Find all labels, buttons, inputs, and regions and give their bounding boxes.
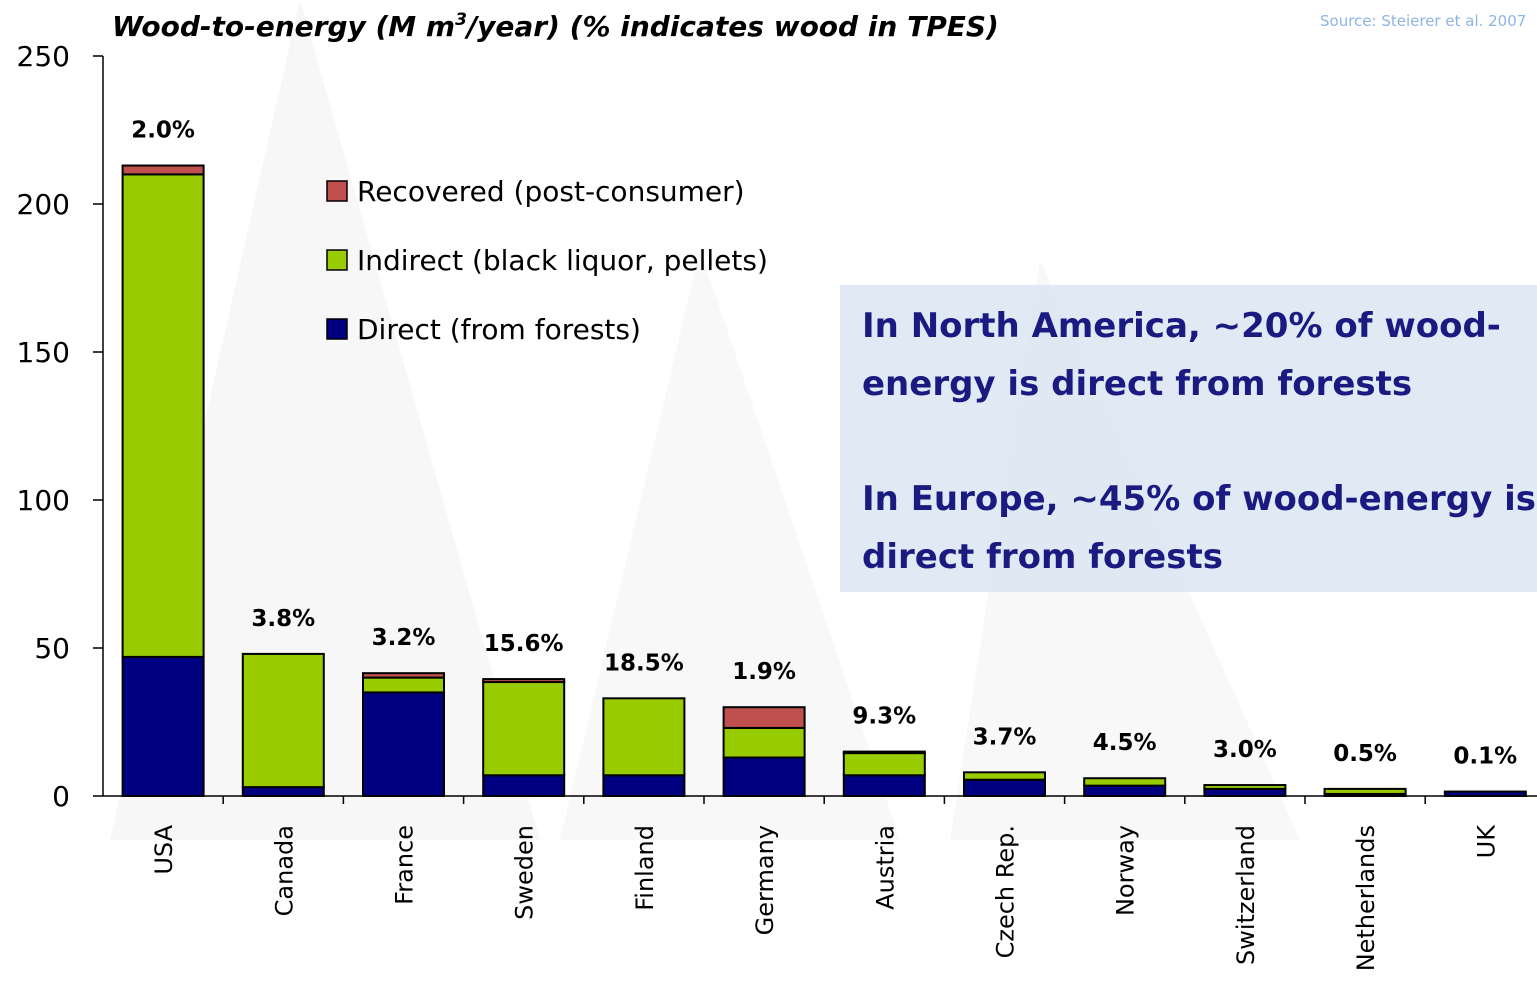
- legend-label: Indirect (black liquor, pellets): [357, 244, 768, 277]
- x-tick-label: Finland: [631, 825, 659, 911]
- bar-segment: [121, 655, 205, 797]
- tpes-label: 0.5%: [1333, 741, 1397, 767]
- bar-segment: [1203, 784, 1287, 790]
- tpes-label: 9.3%: [852, 704, 916, 730]
- bar-segment: [1083, 777, 1167, 787]
- legend-label: Recovered (post-consumer): [357, 175, 745, 208]
- bar-segment: [602, 697, 686, 777]
- x-tick-label: Sweden: [511, 825, 539, 920]
- bar-segment: [241, 652, 325, 789]
- bar-segment: [722, 756, 806, 798]
- legend-swatch: [326, 318, 348, 340]
- bar-segment: [482, 681, 566, 777]
- bar-segment: [121, 164, 205, 176]
- bar-segment: [1203, 787, 1287, 797]
- source-note: Source: Steierer et al. 2007: [1320, 12, 1526, 30]
- bar-segment: [1083, 784, 1167, 798]
- y-tick-label: 100: [17, 484, 70, 517]
- tpes-label: 3.8%: [251, 606, 315, 632]
- legend-swatch: [326, 249, 348, 271]
- bar-segment: [722, 726, 806, 759]
- x-tick-label: Norway: [1112, 825, 1140, 916]
- x-tick-label: USA: [150, 824, 178, 874]
- callout-text: direct from forests: [862, 537, 1223, 577]
- x-tick-label: Germany: [751, 825, 779, 935]
- bar-segment: [362, 676, 445, 694]
- tpes-label: 4.5%: [1093, 730, 1157, 756]
- tpes-label: 18.5%: [604, 650, 684, 676]
- callout-text: In North America, ~20% of wood-: [862, 306, 1501, 346]
- callout-box: [840, 285, 1537, 592]
- x-tick-label: France: [391, 825, 419, 905]
- y-tick-label: 150: [17, 336, 70, 369]
- tpes-label: 3.0%: [1213, 737, 1277, 763]
- bar-segment: [842, 774, 926, 798]
- y-tick-label: 0: [52, 780, 70, 813]
- legend-label: Direct (from forests): [357, 313, 641, 346]
- x-tick-label: Switzerland: [1232, 825, 1260, 965]
- tpes-label: 2.0%: [131, 118, 195, 144]
- bar-segment: [482, 678, 566, 684]
- bar-segment: [241, 786, 325, 797]
- x-tick-label: Czech Rep.: [992, 825, 1020, 958]
- callout: In North America, ~20% of wood-energy is…: [840, 285, 1537, 592]
- title-part: Wood-to-energy (M m: [112, 10, 455, 43]
- tpes-label: 15.6%: [484, 631, 564, 657]
- x-tick-label: UK: [1472, 824, 1500, 859]
- x-tick-label: Canada: [270, 825, 298, 916]
- bar-segment: [1443, 790, 1527, 797]
- bar-segment: [1323, 787, 1407, 795]
- chart-title: Wood-to-energy (M m3/year) (% indicates …: [112, 10, 999, 43]
- callout-text: energy is direct from forests: [862, 364, 1412, 404]
- legend-swatch: [326, 180, 348, 202]
- bar-segment: [842, 750, 926, 755]
- bar-segment: [482, 774, 566, 798]
- bar-segment: [842, 752, 926, 777]
- tpes-label: 0.1%: [1453, 744, 1517, 770]
- tpes-label: 1.9%: [732, 659, 796, 685]
- title-part: /year) (% indicates wood in TPES): [464, 10, 999, 43]
- tpes-label: 3.2%: [372, 625, 436, 651]
- bar-segment: [722, 706, 806, 729]
- y-tick-label: 250: [17, 40, 70, 73]
- y-tick-label: 200: [17, 188, 70, 221]
- tpes-label: 3.7%: [973, 724, 1037, 750]
- bar-segment: [602, 774, 686, 798]
- bar-segment: [963, 778, 1046, 797]
- bar-segment: [362, 691, 445, 798]
- bar-segment: [121, 173, 205, 658]
- bar-segment: [963, 771, 1046, 781]
- title-sup: 3: [455, 10, 467, 30]
- y-tick-label: 50: [34, 632, 70, 665]
- x-tick-label: Austria: [871, 825, 899, 910]
- x-tick-label: Netherlands: [1352, 825, 1380, 971]
- bar-segment: [362, 672, 445, 679]
- callout-text: In Europe, ~45% of wood-energy is: [862, 479, 1536, 519]
